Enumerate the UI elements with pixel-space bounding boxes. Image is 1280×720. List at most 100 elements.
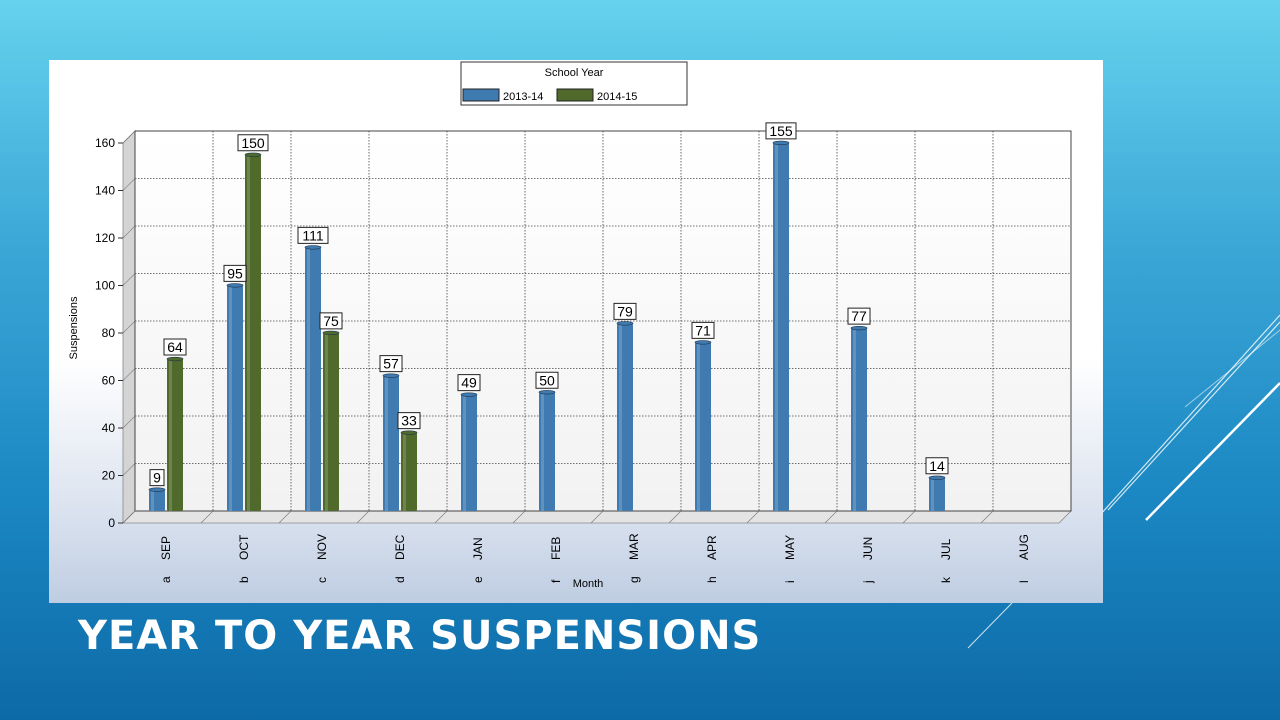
x-tick-label: MAR bbox=[627, 533, 641, 560]
x-tick-code: g bbox=[627, 576, 641, 583]
x-grid-floor bbox=[980, 510, 994, 524]
legend-swatch-2014-15 bbox=[556, 88, 594, 102]
data-label-box bbox=[691, 321, 715, 339]
bar-highlight bbox=[385, 375, 388, 511]
data-label-text: 50 bbox=[539, 372, 555, 388]
x-grid-floor bbox=[434, 510, 448, 524]
legend-label-2013-14: 2013-14 bbox=[503, 91, 543, 103]
y-grid-side bbox=[122, 178, 136, 191]
x-axis-title: Month bbox=[573, 578, 604, 590]
data-label: 71 bbox=[691, 321, 715, 339]
data-label-box bbox=[847, 307, 871, 325]
data-label-text: 9 bbox=[153, 470, 161, 486]
x-tick-label: JUL bbox=[939, 538, 953, 560]
data-label: 33 bbox=[397, 412, 421, 430]
y-tick-label: 100 bbox=[95, 279, 115, 293]
y-tick-label: 160 bbox=[95, 136, 115, 150]
bar-highlight bbox=[247, 154, 250, 511]
y-grid-side bbox=[122, 225, 136, 239]
legend-label-2014-15: 2014-15 bbox=[597, 91, 637, 103]
bar-group bbox=[382, 373, 400, 511]
data-label: 75 bbox=[319, 312, 343, 330]
bar-cap bbox=[148, 487, 166, 492]
y-tick-label: 140 bbox=[95, 184, 115, 198]
y-tick-label: 120 bbox=[95, 231, 115, 245]
x-grid-floor bbox=[512, 510, 526, 524]
bar-cap bbox=[226, 283, 244, 288]
bar bbox=[245, 154, 261, 511]
data-label-box bbox=[613, 302, 637, 320]
bar bbox=[401, 432, 417, 511]
bar-cap bbox=[850, 326, 868, 331]
y-grid-side bbox=[122, 130, 136, 144]
x-grid-floor bbox=[668, 510, 682, 524]
chart-panel: 0 20 40 60 80 100 120 140 160 SEP a OCT b NOV c DEC d JAN… bbox=[49, 60, 1103, 603]
x-tick-label: DEC bbox=[393, 534, 407, 560]
x-tick-label: JUN bbox=[861, 537, 875, 560]
x-grid-floor bbox=[746, 510, 760, 524]
bar-highlight bbox=[619, 323, 622, 511]
data-label-text: 155 bbox=[769, 123, 793, 139]
bar-highlight bbox=[775, 142, 778, 511]
bar-cap bbox=[928, 475, 946, 480]
bar bbox=[323, 332, 339, 511]
bar bbox=[929, 477, 945, 511]
bar-cap bbox=[694, 340, 712, 345]
bar-highlight bbox=[229, 285, 232, 511]
legend-swatch-2013-14 bbox=[462, 88, 500, 102]
bar bbox=[167, 359, 183, 511]
data-label-box bbox=[765, 122, 797, 140]
bar-group bbox=[400, 430, 418, 511]
data-label: 77 bbox=[847, 307, 871, 325]
x-grid-floor bbox=[824, 510, 838, 524]
bar-cap bbox=[772, 140, 790, 145]
bar bbox=[539, 392, 555, 511]
bar-highlight bbox=[325, 332, 328, 511]
x-tick-code: e bbox=[471, 576, 485, 583]
data-label-box bbox=[397, 412, 421, 430]
data-label-text: 33 bbox=[401, 413, 417, 429]
data-label: 49 bbox=[457, 374, 481, 392]
bar-group bbox=[538, 390, 556, 511]
data-label-box bbox=[319, 312, 343, 330]
y-tick-label: 20 bbox=[102, 469, 116, 483]
data-label-text: 49 bbox=[461, 375, 477, 391]
data-label-text: 71 bbox=[695, 322, 711, 338]
x-tick-label: MAY bbox=[783, 535, 797, 560]
bar bbox=[149, 489, 165, 511]
bar bbox=[461, 394, 477, 511]
data-label: 111 bbox=[297, 226, 329, 244]
bar-cap bbox=[304, 245, 322, 250]
x-tick-label: SEP bbox=[159, 536, 173, 560]
data-label-box bbox=[223, 264, 247, 282]
bar bbox=[851, 328, 867, 511]
x-tick-label: JAN bbox=[471, 537, 485, 560]
bar-group bbox=[850, 326, 868, 511]
y-grid-side bbox=[122, 510, 136, 524]
bar-highlight bbox=[307, 247, 310, 511]
data-label-box bbox=[163, 338, 187, 356]
x-tick-code: j bbox=[861, 580, 875, 584]
data-label-text: 95 bbox=[227, 265, 243, 281]
x-tick-code: d bbox=[393, 576, 407, 583]
bar-cap bbox=[166, 356, 184, 362]
data-label-box bbox=[297, 226, 329, 244]
data-label-text: 14 bbox=[929, 458, 945, 474]
bar bbox=[383, 375, 399, 511]
x-tick-code: a bbox=[159, 576, 173, 583]
y-tick-label: 0 bbox=[108, 516, 115, 530]
data-label-text: 79 bbox=[617, 303, 633, 319]
bar-group bbox=[244, 152, 262, 511]
y-grid-side bbox=[122, 320, 136, 334]
x-grid-floor bbox=[902, 510, 916, 524]
y-grid-side bbox=[122, 273, 136, 286]
data-label-text: 111 bbox=[302, 227, 323, 243]
bar-highlight bbox=[169, 359, 172, 511]
data-label: 50 bbox=[535, 371, 559, 389]
data-label-box bbox=[149, 469, 165, 487]
x-tick-code: b bbox=[237, 576, 251, 583]
data-label: 95 bbox=[223, 264, 247, 282]
x-grid-floor bbox=[200, 510, 214, 524]
bar-cap bbox=[538, 390, 556, 395]
bar bbox=[227, 285, 243, 511]
